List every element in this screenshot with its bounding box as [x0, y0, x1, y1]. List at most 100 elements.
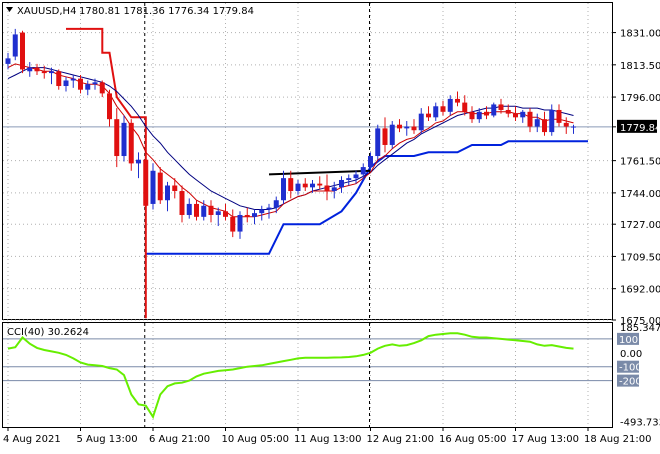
cci-tick-label: 185.3472	[620, 323, 660, 334]
candle-body	[143, 159, 149, 206]
candle-body	[273, 200, 279, 208]
candle-body	[426, 113, 431, 118]
time-tick-label: 11 Aug 13:00	[294, 434, 361, 445]
cci-tick-label: -493.7332	[620, 418, 660, 429]
candle-body	[223, 211, 228, 217]
candle-body	[353, 174, 359, 179]
cci-series	[7, 332, 574, 420]
candle-body	[382, 128, 388, 145]
indicator-lines	[7, 27, 588, 319]
candle-body	[404, 126, 410, 129]
candle-body	[563, 122, 569, 127]
candle-body	[179, 191, 185, 215]
candle-body	[85, 84, 91, 90]
candle-body	[288, 178, 294, 192]
candle-body	[513, 113, 518, 118]
candle-body	[186, 203, 192, 215]
cci-axis: 185.3472100 0.00 -100 -200 -493.7332	[617, 323, 660, 429]
candle-body	[237, 214, 243, 232]
candle-body	[208, 205, 214, 215]
candle-body	[498, 104, 504, 110]
resistance-red-line	[66, 27, 147, 319]
candle-body	[542, 119, 547, 133]
candle-body	[5, 58, 11, 64]
candle-body	[389, 124, 395, 145]
candle-body	[324, 185, 330, 192]
candle-body	[295, 183, 301, 192]
candle-body	[433, 106, 439, 118]
candle-body	[63, 80, 69, 87]
candle-body	[56, 71, 62, 87]
price-tick-label: 1744.00	[620, 189, 660, 200]
price-tick-label: 1675.00	[620, 316, 660, 327]
candle-body	[157, 172, 163, 201]
candle-body	[230, 216, 236, 232]
candle-body	[360, 167, 366, 175]
candle-body	[556, 109, 562, 123]
candle-body	[107, 93, 112, 120]
candle-body	[92, 82, 98, 85]
candle-body	[172, 185, 178, 192]
grid	[3, 3, 612, 427]
candle-body	[527, 111, 533, 127]
indicator-panel-frame	[2, 322, 613, 428]
time-tick-label: 12 Aug 21:00	[367, 434, 434, 445]
price-tick-label: 1709.50	[620, 252, 660, 263]
chevron-down-icon[interactable]	[6, 7, 13, 12]
candle-body	[346, 178, 352, 180]
cci-line	[7, 332, 574, 420]
candle-body	[121, 122, 127, 157]
candle-body	[331, 187, 337, 192]
candle-body	[20, 32, 25, 70]
ohlc-label: 1780.81 1781.36 1776.34 1779.84	[79, 6, 254, 17]
candle-body	[534, 119, 540, 127]
candle-body	[469, 111, 475, 120]
cci-tick-label: 0.00	[620, 349, 642, 360]
cci-level-label: -200	[619, 377, 642, 388]
candle-body	[12, 34, 18, 57]
candle-body	[418, 113, 424, 131]
candle-body	[165, 185, 170, 201]
candles	[5, 28, 576, 319]
price-tick-label: 1831.00	[620, 29, 660, 40]
candle-body	[34, 67, 40, 72]
candle-body	[244, 214, 250, 217]
time-tick-label: 17 Aug 13:00	[512, 434, 579, 445]
price-axis: 1831.00 1813.50 1796.00 1779.84 1761.50 1744.…	[612, 29, 660, 327]
cci-level-label: -100	[619, 363, 642, 374]
time-tick-label: 10 Aug 05:00	[222, 434, 289, 445]
cci-level-label: 100	[619, 335, 638, 346]
support-line	[145, 140, 588, 255]
cci-level-badge	[617, 332, 639, 345]
time-tick-label: 18 Aug 21:00	[584, 434, 651, 445]
symbol-label: XAUUSD,H4	[17, 6, 76, 17]
candle-body	[49, 71, 54, 74]
candle-body	[302, 183, 308, 188]
candle-body	[571, 126, 576, 128]
time-tick-label: 16 Aug 05:00	[439, 434, 506, 445]
candle-body	[78, 78, 83, 90]
candle-body	[491, 104, 497, 116]
candle-body	[150, 170, 156, 204]
cci-level-badge	[617, 374, 639, 387]
price-tick-label: 1796.00	[620, 93, 660, 104]
candle-body	[339, 179, 344, 188]
candle-body	[252, 213, 257, 217]
cci-levels	[3, 338, 612, 382]
candle-body	[484, 111, 489, 116]
candle-body	[505, 109, 511, 114]
candle-body	[411, 126, 417, 131]
candle-body	[476, 111, 482, 120]
candle-body	[310, 183, 315, 188]
candle-body	[194, 203, 199, 217]
time-tick-label: 6 Aug 21:00	[149, 434, 210, 445]
candle-body	[41, 71, 47, 74]
candle-body	[375, 128, 381, 157]
time-tick-label: 4 Aug 2021	[3, 434, 61, 445]
cci-title: CCI(40) 30.2624	[7, 327, 89, 338]
price-tick-label: 1692.00	[620, 285, 660, 296]
candle-body	[259, 209, 265, 214]
candle-body	[455, 98, 460, 103]
